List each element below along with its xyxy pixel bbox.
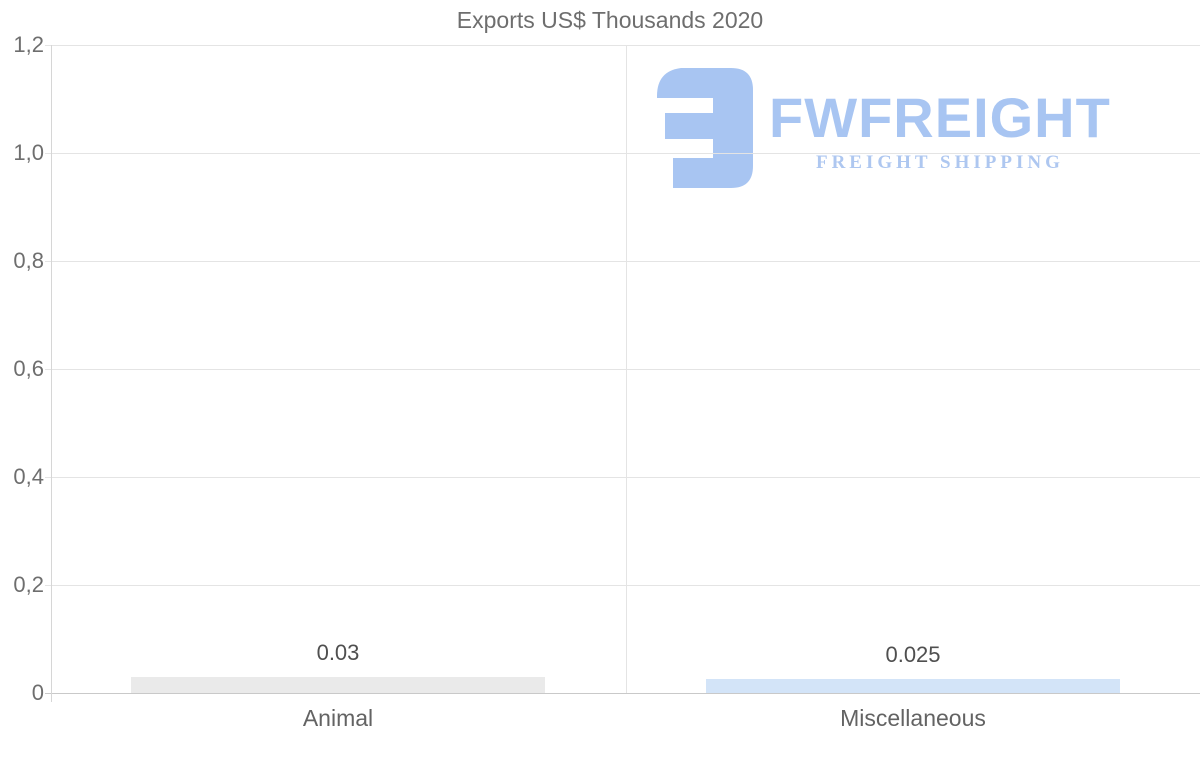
bar-value-label: 0.03 (316, 640, 360, 665)
brand-text-block: FWFREIGHT FREIGHT SHIPPING (769, 90, 1111, 174)
y-tick-label: 1,2 (13, 32, 44, 57)
y-tick-label: 1,0 (13, 140, 44, 165)
bar-value-label: 0.025 (885, 642, 941, 667)
y-tick-label: 0,4 (13, 464, 44, 489)
chart-title: Exports US$ Thousands 2020 (456, 7, 764, 33)
y-tick-label: 0,6 (13, 356, 44, 381)
gridline (45, 153, 1200, 154)
y-tick-label: 0 (31, 680, 44, 705)
brand-tagline: FREIGHT SHIPPING (815, 152, 1064, 173)
brand-watermark: FWFREIGHT FREIGHT SHIPPING (653, 68, 1111, 188)
gridline (45, 261, 1200, 262)
x-axis-baseline (45, 693, 1200, 694)
gridline (45, 585, 1200, 586)
bar (706, 679, 1120, 693)
y-axis-line (51, 45, 52, 702)
category-label: Animal (302, 705, 374, 731)
brand-logo-icon (657, 68, 753, 188)
brand-name: FWFREIGHT (769, 86, 1111, 149)
y-tick-label: 0,2 (13, 572, 44, 597)
category-label: Miscellaneous (840, 705, 986, 731)
bar (131, 677, 545, 693)
y-tick-label: 0,8 (13, 248, 44, 273)
gridline (45, 477, 1200, 478)
gridline (45, 369, 1200, 370)
category-separator-gridline (626, 45, 627, 693)
gridline (45, 45, 1200, 46)
